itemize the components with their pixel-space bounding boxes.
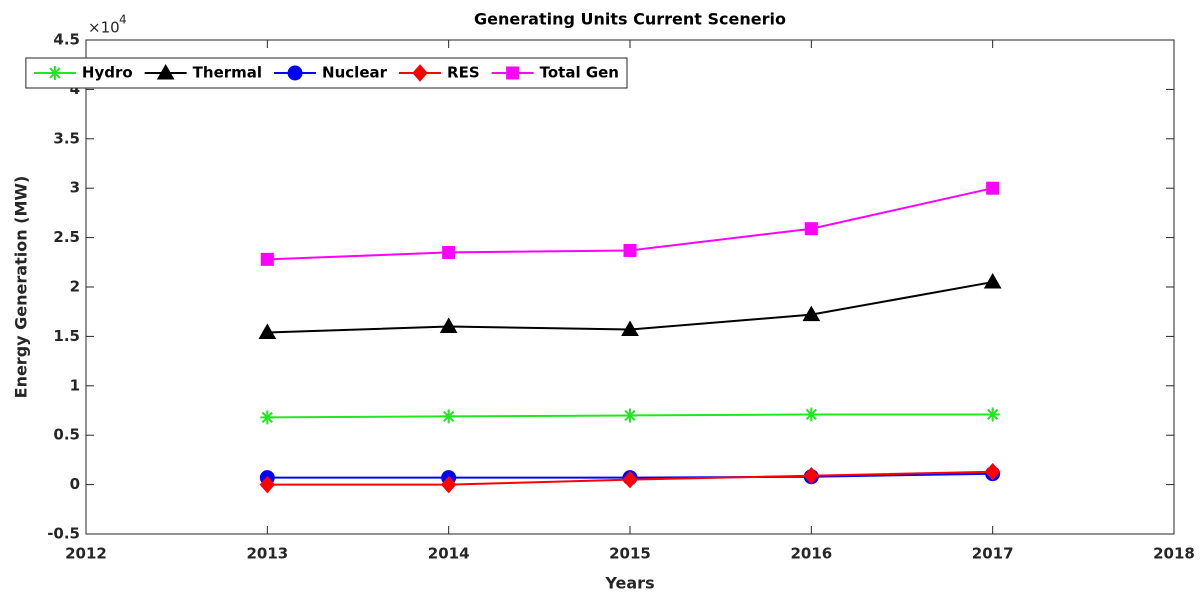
legend-label: RES [447, 64, 480, 82]
y-tick-label: 1.5 [53, 327, 80, 345]
legend-entry: Nuclear [274, 64, 388, 82]
y-tick-label: 1 [70, 376, 80, 394]
marker [622, 470, 638, 489]
marker [287, 65, 303, 81]
y-tick-label: 4 [70, 80, 80, 98]
x-tick-label: 2017 [972, 545, 1014, 563]
marker [623, 243, 637, 257]
y-axis-label: Energy Generation (MW) [12, 176, 31, 399]
y-tick-label: 4.5 [53, 31, 80, 49]
marker [983, 273, 1002, 289]
y-tick-label: 0 [70, 475, 80, 493]
marker [506, 66, 520, 80]
legend: Hydro Thermal Nuclear RES Total Gen [25, 57, 628, 89]
legend-label: Nuclear [322, 64, 388, 82]
legend-entry: RES [399, 64, 480, 82]
x-axis-label: Years [604, 574, 654, 593]
plot-area [85, 39, 1175, 535]
marker [260, 410, 275, 425]
marker [260, 252, 274, 266]
marker [803, 466, 819, 485]
x-tick-label: 2015 [609, 545, 651, 563]
marker [258, 323, 277, 339]
marker [986, 181, 1000, 195]
chart-title: Generating Units Current Scenerio [474, 10, 786, 29]
x-tick-label: 2014 [428, 545, 470, 563]
marker [985, 407, 1000, 422]
marker [156, 63, 175, 80]
marker [47, 66, 62, 80]
marker [985, 462, 1001, 481]
marker [442, 245, 456, 259]
legend-entry: Hydro [33, 64, 133, 82]
y-multiplier-exponent: 4 [119, 13, 127, 27]
legend-label: Thermal [193, 64, 262, 82]
y-tick-label: 3 [70, 179, 80, 197]
y-multiplier: ×10 [88, 19, 120, 37]
marker [804, 222, 818, 236]
marker [804, 407, 819, 422]
x-tick-label: 2012 [65, 545, 107, 563]
marker [412, 64, 428, 82]
x-tick-label: 2016 [790, 545, 832, 563]
y-tick-label: -0.5 [47, 525, 80, 543]
y-tick-label: 2.5 [53, 228, 80, 246]
marker [441, 409, 456, 424]
x-tick-label: 2018 [1153, 545, 1195, 563]
y-tick-label: 2 [70, 278, 80, 296]
legend-entry: Thermal [144, 63, 262, 82]
y-tick-label: 0.5 [53, 426, 80, 444]
legend-label: Total Gen [540, 64, 619, 82]
marker [802, 305, 821, 322]
marker [259, 475, 275, 494]
marker [623, 408, 637, 423]
legend-label: Hydro [82, 64, 133, 82]
marker [439, 317, 458, 334]
marker [621, 320, 639, 336]
x-tick-label: 2013 [246, 545, 288, 563]
legend-entry: Total Gen [491, 64, 619, 82]
marker [441, 475, 457, 494]
y-tick-label: 3.5 [53, 129, 80, 147]
